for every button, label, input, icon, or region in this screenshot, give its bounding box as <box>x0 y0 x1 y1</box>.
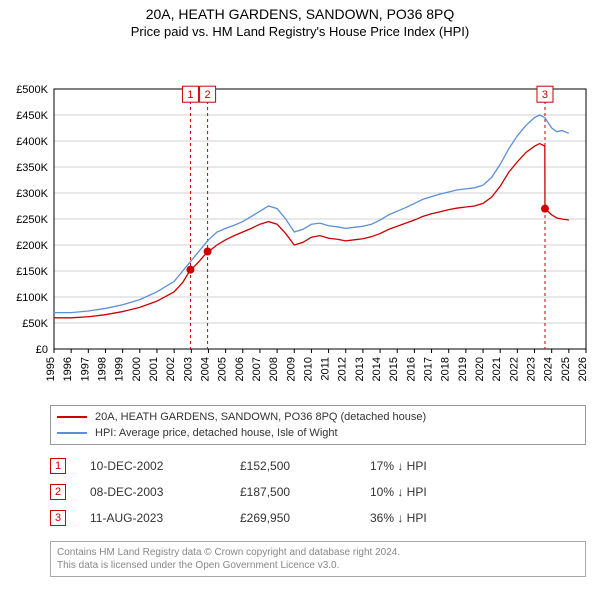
svg-text:2000: 2000 <box>131 357 143 381</box>
sale-hpi-delta: 10% ↓ HPI <box>370 485 490 499</box>
sale-date: 10-DEC-2002 <box>90 459 240 473</box>
svg-text:2009: 2009 <box>285 357 297 381</box>
sale-row: 2 08-DEC-2003£187,50010% ↓ HPI <box>50 479 586 505</box>
svg-text:£250K: £250K <box>16 214 48 226</box>
series-hpi <box>54 115 569 313</box>
sales-table: 1 10-DEC-2002£152,50017% ↓ HPI 2 08-DEC-200… <box>50 453 586 531</box>
sale-row: 3 11-AUG-2023£269,95036% ↓ HPI <box>50 505 586 531</box>
svg-text:2013: 2013 <box>354 357 366 381</box>
svg-text:2: 2 <box>205 89 211 101</box>
svg-text:2018: 2018 <box>440 357 452 381</box>
sale-date: 11-AUG-2023 <box>90 511 240 525</box>
sale-hpi-delta: 36% ↓ HPI <box>370 511 490 525</box>
svg-text:£400K: £400K <box>16 136 48 148</box>
svg-text:£100K: £100K <box>16 292 48 304</box>
svg-text:£150K: £150K <box>16 266 48 278</box>
svg-text:2011: 2011 <box>320 357 332 381</box>
sale-marker-box: 1 <box>50 458 66 474</box>
legend-swatch <box>57 432 87 434</box>
svg-text:1998: 1998 <box>96 357 108 381</box>
svg-text:2017: 2017 <box>423 357 435 381</box>
legend-row: HPI: Average price, detached house, Isle… <box>57 425 579 441</box>
attribution-box: Contains HM Land Registry data © Crown c… <box>50 541 586 577</box>
svg-text:1997: 1997 <box>79 357 91 381</box>
legend-swatch <box>57 416 87 418</box>
svg-text:2016: 2016 <box>405 357 417 381</box>
svg-text:£50K: £50K <box>22 318 48 330</box>
legend-label: 20A, HEATH GARDENS, SANDOWN, PO36 8PQ (d… <box>95 409 426 425</box>
svg-text:£200K: £200K <box>16 240 48 252</box>
svg-text:2003: 2003 <box>182 357 194 381</box>
svg-text:£500K: £500K <box>16 84 48 96</box>
svg-text:2020: 2020 <box>474 357 486 381</box>
svg-text:2002: 2002 <box>165 357 177 381</box>
svg-text:2010: 2010 <box>302 357 314 381</box>
svg-text:2014: 2014 <box>371 357 383 381</box>
chart-container: { "title_line1": "20A, HEATH GARDENS, SA… <box>0 0 600 577</box>
svg-text:2019: 2019 <box>457 357 469 381</box>
svg-text:2005: 2005 <box>217 357 229 381</box>
svg-text:£0: £0 <box>36 344 48 356</box>
svg-text:2012: 2012 <box>337 357 349 381</box>
svg-text:2004: 2004 <box>199 357 211 381</box>
svg-text:2023: 2023 <box>526 357 538 381</box>
svg-text:2015: 2015 <box>388 357 400 381</box>
sale-row: 1 10-DEC-2002£152,50017% ↓ HPI <box>50 453 586 479</box>
chart-plot-area: £0 £50K £100K £150K £200K £250K £300K £350K £400… <box>0 39 600 399</box>
attribution-line2: This data is licensed under the Open Gov… <box>57 559 579 572</box>
svg-text:1: 1 <box>187 89 193 101</box>
svg-text:2022: 2022 <box>508 357 520 381</box>
titles-block: 20A, HEATH GARDENS, SANDOWN, PO36 8PQ Pr… <box>0 0 600 39</box>
svg-text:3: 3 <box>542 89 548 101</box>
svg-text:1999: 1999 <box>114 357 126 381</box>
svg-text:2006: 2006 <box>234 357 246 381</box>
svg-text:2001: 2001 <box>148 357 160 381</box>
svg-text:2021: 2021 <box>491 357 503 381</box>
legend-box: 20A, HEATH GARDENS, SANDOWN, PO36 8PQ (d… <box>50 405 586 445</box>
sale-date: 08-DEC-2003 <box>90 485 240 499</box>
sale-marker-box: 3 <box>50 510 66 526</box>
svg-text:2008: 2008 <box>268 357 280 381</box>
sale-price: £152,500 <box>240 459 370 473</box>
svg-text:1995: 1995 <box>45 357 57 381</box>
sale-marker-box: 2 <box>50 484 66 500</box>
chart-subtitle: Price paid vs. HM Land Registry's House … <box>0 24 600 39</box>
svg-text:2025: 2025 <box>560 357 572 381</box>
svg-text:2026: 2026 <box>577 357 589 381</box>
svg-text:£300K: £300K <box>16 188 48 200</box>
svg-text:£350K: £350K <box>16 162 48 174</box>
svg-text:£450K: £450K <box>16 110 48 122</box>
svg-text:2024: 2024 <box>543 357 555 381</box>
svg-text:1996: 1996 <box>62 357 74 381</box>
legend-label: HPI: Average price, detached house, Isle… <box>95 425 338 441</box>
svg-text:2007: 2007 <box>251 357 263 381</box>
chart-title-address: 20A, HEATH GARDENS, SANDOWN, PO36 8PQ <box>0 6 600 22</box>
sale-price: £187,500 <box>240 485 370 499</box>
series-property <box>54 144 569 318</box>
attribution-line1: Contains HM Land Registry data © Crown c… <box>57 546 579 559</box>
chart-svg: £0 £50K £100K £150K £200K £250K £300K £350K £400… <box>0 39 600 399</box>
legend-row: 20A, HEATH GARDENS, SANDOWN, PO36 8PQ (d… <box>57 409 579 425</box>
sale-price: £269,950 <box>240 511 370 525</box>
sale-hpi-delta: 17% ↓ HPI <box>370 459 490 473</box>
